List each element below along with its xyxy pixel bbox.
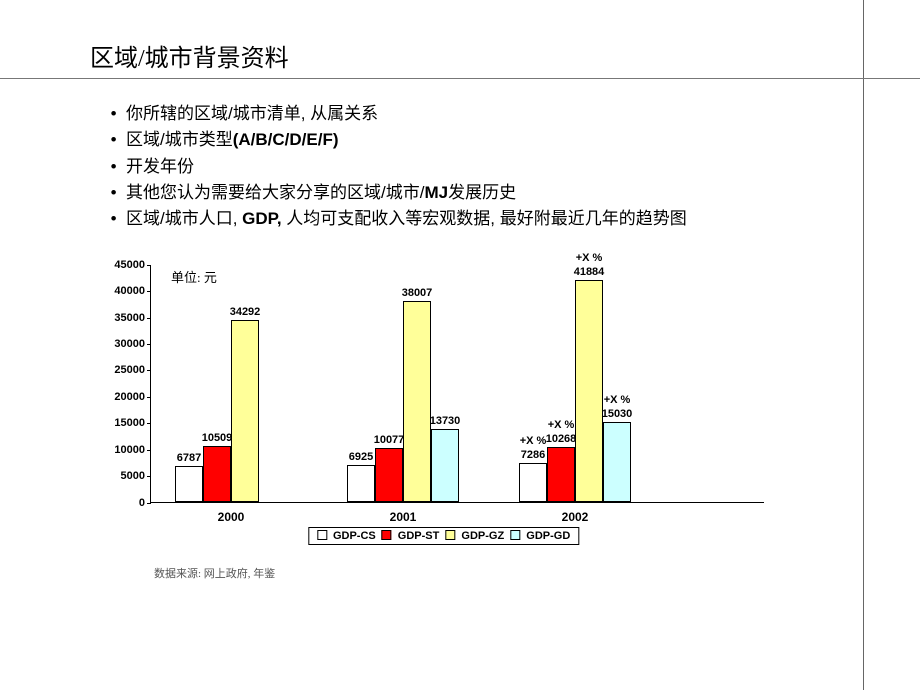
chart-bar-value: 6925 [349, 451, 373, 463]
chart-legend: GDP-CS GDP-ST GDP-GZ GDP-GD [308, 527, 579, 545]
chart-bar [547, 447, 575, 501]
legend-swatch [445, 530, 455, 540]
chart-annotation: +X % [520, 435, 547, 447]
chart-y-tick [147, 503, 151, 504]
chart-bar-value: 10077 [374, 434, 405, 446]
legend-label: GDP-ST [395, 530, 440, 542]
chart-y-tick [147, 450, 151, 451]
chart-bar [347, 465, 375, 502]
chart-y-tick [147, 423, 151, 424]
legend-swatch [317, 530, 327, 540]
chart-y-axis-label: 20000 [95, 391, 145, 403]
chart-y-tick [147, 318, 151, 319]
chart-y-tick [147, 476, 151, 477]
legend-swatch [382, 530, 392, 540]
chart-y-tick [147, 397, 151, 398]
chart-bar [203, 446, 231, 502]
chart-bar-value: 38007 [402, 287, 433, 299]
legend-label: GDP-GD [523, 530, 570, 542]
chart-annotation: +X % [548, 419, 575, 431]
slide: 区域/城市背景资料 你所辖的区域/城市清单, 从属关系区域/城市类型(A/B/C… [0, 0, 920, 591]
chart-x-axis-label: 2002 [562, 510, 589, 524]
chart-bar-value: 7286 [521, 449, 545, 461]
chart-y-axis-label: 35000 [95, 312, 145, 324]
chart-plot-area: 单位: 元 0500010000150002000025000300003500… [150, 265, 764, 503]
chart-bar [403, 301, 431, 502]
chart-bar [231, 320, 259, 501]
gdp-bar-chart: 单位: 元 0 5000 10000 15000 20000 25000 30000 3500… [90, 259, 770, 547]
chart-annotation: +X % [576, 252, 603, 264]
chart-bar [431, 429, 459, 502]
chart-bar-value: 6787 [177, 452, 201, 464]
data-source-label: 数据来源: 网上政府, 年鉴 [154, 565, 850, 581]
chart-x-axis-label: 2001 [390, 510, 417, 524]
chart-y-tick [147, 291, 151, 292]
bullet-item: 区域/城市人口, GDP, 人均可支配收入等宏观数据, 最好附最近几年的趋势图 [126, 206, 850, 232]
chart-y-axis-label: 5000 [95, 470, 145, 482]
chart-bar-value: 13730 [430, 415, 461, 427]
chart-y-tick [147, 265, 151, 266]
bullet-list: 你所辖的区域/城市清单, 从属关系区域/城市类型(A/B/C/D/E/F)开发年… [126, 101, 850, 233]
bullet-item: 你所辖的区域/城市清单, 从属关系 [126, 101, 850, 127]
page-title: 区域/城市背景资料 [90, 38, 850, 79]
chart-y-axis-label: 15000 [95, 417, 145, 429]
chart-y-tick [147, 370, 151, 371]
chart-bar-value: 34292 [230, 306, 261, 318]
chart-y-axis-label: 40000 [95, 285, 145, 297]
chart-y-axis-label: 25000 [95, 364, 145, 376]
chart-y-axis-label: 0 [95, 497, 145, 509]
chart-y-tick [147, 344, 151, 345]
legend-label: GDP-GZ [458, 530, 504, 542]
bullet-item: 区域/城市类型(A/B/C/D/E/F) [126, 127, 850, 153]
legend-label: GDP-CS [330, 530, 376, 542]
chart-container: 单位: 元 0 5000 10000 15000 20000 25000 30000 3500… [90, 259, 770, 547]
chart-unit-label: 单位: 元 [171, 267, 217, 286]
bullet-item: 其他您认为需要给大家分享的区域/城市/MJ发展历史 [126, 180, 850, 206]
chart-bar [175, 466, 203, 502]
chart-y-axis-label: 45000 [95, 259, 145, 271]
chart-bar [375, 448, 403, 501]
chart-bar [603, 422, 631, 501]
bullet-item: 开发年份 [126, 154, 850, 180]
chart-bar-value: 15030 [602, 408, 633, 420]
legend-swatch [510, 530, 520, 540]
chart-bar-value: 41884 [574, 266, 605, 278]
chart-bar-value: 10268 [546, 433, 577, 445]
chart-bar [575, 280, 603, 502]
chart-bar-value: 10509 [202, 432, 233, 444]
chart-annotation: +X % [604, 394, 631, 406]
title-underline [0, 78, 920, 79]
chart-y-axis-label: 30000 [95, 338, 145, 350]
chart-y-axis-label: 10000 [95, 444, 145, 456]
chart-bar [519, 463, 547, 502]
chart-x-axis-label: 2000 [218, 510, 245, 524]
